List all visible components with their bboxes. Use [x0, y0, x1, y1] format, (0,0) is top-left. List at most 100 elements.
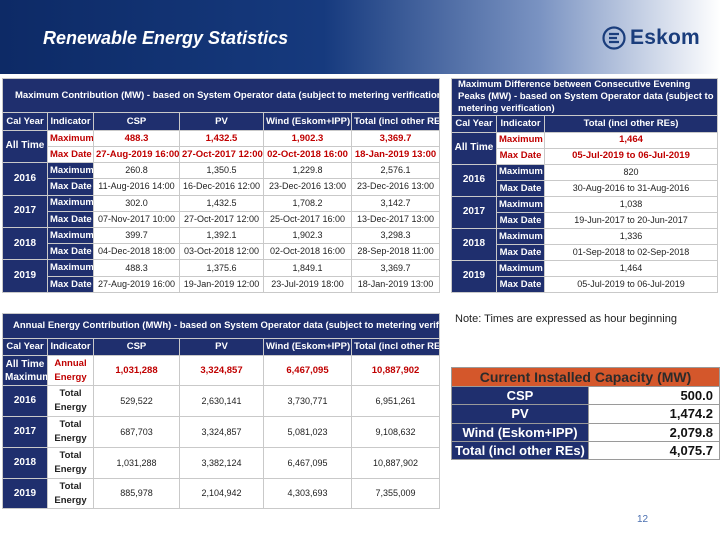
- value-cell: 2,104,942: [179, 478, 264, 509]
- capacity-value: 500.0: [588, 386, 720, 406]
- indicator-cell: Total Energy: [47, 385, 94, 417]
- value-cell: 820: [543, 163, 719, 181]
- indicator-cell: Total Energy: [47, 416, 94, 448]
- value-cell: 6,467,095: [263, 447, 352, 479]
- value-cell: 1,350.5: [179, 162, 264, 180]
- year-cell: All Time: [2, 129, 48, 164]
- value-cell: 1,432.5: [179, 129, 264, 147]
- indicator-cell: Maximum: [47, 162, 94, 180]
- value-cell: 1,031,288: [93, 447, 180, 479]
- value-cell: 1,375.6: [179, 259, 264, 277]
- indicator-cell: Maximum: [47, 129, 94, 147]
- capacity-value: 4,075.7: [588, 440, 720, 461]
- value-cell: 18-Jan-2019 13:00: [350, 145, 441, 164]
- value-cell: 5,081,023: [263, 416, 352, 448]
- header-pv: PV: [179, 338, 264, 356]
- indicator-cell: Annual Energy: [47, 355, 94, 386]
- year-cell: 2016: [451, 163, 497, 197]
- indicator-cell: Maximum: [47, 194, 94, 212]
- value-cell: 04-Dec-2018 18:00: [93, 243, 180, 261]
- value-cell: 1,038: [543, 195, 719, 213]
- value-cell: 1,464: [543, 131, 719, 149]
- value-cell: 19-Jan-2019 12:00: [179, 275, 264, 294]
- value-cell: 687,703: [93, 416, 180, 448]
- value-cell: 3,298.3: [350, 227, 441, 245]
- value-cell: 11-Aug-2016 14:00: [93, 178, 180, 196]
- capacity-label: Total (incl other REs): [451, 440, 589, 461]
- max-difference-table: Maximum Difference between Consecutive E…: [450, 78, 719, 294]
- value-cell: 13-Dec-2017 13:00: [350, 210, 441, 229]
- header-indicator: Indicator: [496, 114, 545, 133]
- year-cell: 2016: [2, 385, 48, 417]
- value-cell: 1,031,288: [93, 355, 180, 386]
- page-number: 12: [637, 514, 649, 525]
- time-note: Note: Times are expressed as hour beginn…: [455, 313, 677, 325]
- value-cell: 07-Nov-2017 10:00: [93, 210, 180, 229]
- header-cal-year: Cal Year: [451, 114, 497, 133]
- header-bar: Renewable Energy Statistics: [0, 0, 720, 74]
- capacity-value: 1,474.2: [588, 404, 720, 424]
- value-cell: 6,467,095: [263, 355, 352, 386]
- header-wind: Wind (Eskom+IPP): [263, 112, 352, 131]
- value-cell: 05-Jul-2019 to 06-Jul-2019: [543, 147, 719, 165]
- value-cell: 1,849.1: [263, 259, 352, 277]
- value-cell: 1,229.8: [263, 162, 352, 180]
- value-cell: 28-Sep-2018 11:00: [350, 243, 441, 261]
- year-cell: 2019: [2, 478, 48, 509]
- value-cell: 302.0: [93, 194, 180, 212]
- value-cell: 23-Dec-2016 13:00: [350, 178, 441, 196]
- value-cell: 3,730,771: [263, 385, 352, 417]
- max-contribution-caption: Maximum Contribution (MW) - based on Sys…: [1, 77, 441, 114]
- indicator-cell: Max Date: [496, 179, 545, 197]
- header-cal-year: Cal Year: [2, 338, 48, 356]
- indicator-cell: Max Date: [47, 243, 94, 261]
- eskom-logo: Eskom: [602, 26, 700, 50]
- value-cell: 488.3: [93, 259, 180, 277]
- indicator-cell: Maximum: [496, 195, 545, 213]
- max-contribution-table: Maximum Contribution (MW) - based on Sys…: [1, 77, 441, 294]
- value-cell: 1,708.2: [263, 194, 352, 212]
- annual-energy-table: Annual Energy Contribution (MWh) - based…: [1, 313, 441, 509]
- value-cell: 23-Dec-2016 13:00: [263, 178, 352, 196]
- value-cell: 1,392.1: [179, 227, 264, 245]
- header-total: Total (incl other REs): [543, 114, 719, 133]
- indicator-cell: Total Energy: [47, 447, 94, 479]
- header-pv: PV: [179, 112, 264, 131]
- header-total: Total (incl other REs): [350, 338, 441, 356]
- indicator-cell: Total Energy: [47, 478, 94, 509]
- header-cal-year: Cal Year: [2, 112, 48, 131]
- value-cell: 488.3: [93, 129, 180, 147]
- value-cell: 3,324,857: [179, 416, 264, 448]
- indicator-cell: Max Date: [496, 211, 545, 229]
- indicator-cell: Max Date: [496, 243, 545, 261]
- value-cell: 25-Oct-2017 16:00: [263, 210, 352, 229]
- value-cell: 18-Jan-2019 13:00: [350, 275, 441, 294]
- indicator-cell: Maximum: [496, 227, 545, 245]
- value-cell: 02-Oct-2018 16:00: [263, 145, 352, 164]
- year-cell: 2017: [2, 416, 48, 448]
- value-cell: 6,951,261: [350, 385, 441, 417]
- value-cell: 05-Jul-2019 to 06-Jul-2019: [543, 275, 719, 294]
- year-cell: 2017: [451, 195, 497, 229]
- indicator-cell: Max Date: [47, 275, 94, 294]
- header-csp: CSP: [93, 338, 180, 356]
- value-cell: 03-Oct-2018 12:00: [179, 243, 264, 261]
- header-total: Total (incl other REs): [350, 112, 441, 131]
- year-cell: 2017: [2, 194, 48, 229]
- value-cell: 7,355,009: [350, 478, 441, 509]
- year-cell: 2018: [2, 447, 48, 479]
- page-title: Renewable Energy Statistics: [43, 28, 289, 48]
- capacity-label: CSP: [451, 386, 589, 406]
- value-cell: 2,630,141: [179, 385, 264, 417]
- value-cell: 1,432.5: [179, 194, 264, 212]
- value-cell: 01-Sep-2018 to 02-Sep-2018: [543, 243, 719, 261]
- eskom-emblem-icon: [602, 26, 626, 50]
- value-cell: 27-Aug-2019 16:00: [93, 145, 180, 164]
- capacity-value: 2,079.8: [588, 422, 720, 442]
- value-cell: 3,369.7: [350, 259, 441, 277]
- year-cell: 2016: [2, 162, 48, 196]
- value-cell: 3,369.7: [350, 129, 441, 147]
- indicator-cell: Max Date: [496, 147, 545, 165]
- value-cell: 27-Oct-2017 12:00: [179, 145, 264, 164]
- logo-text: Eskom: [630, 26, 700, 49]
